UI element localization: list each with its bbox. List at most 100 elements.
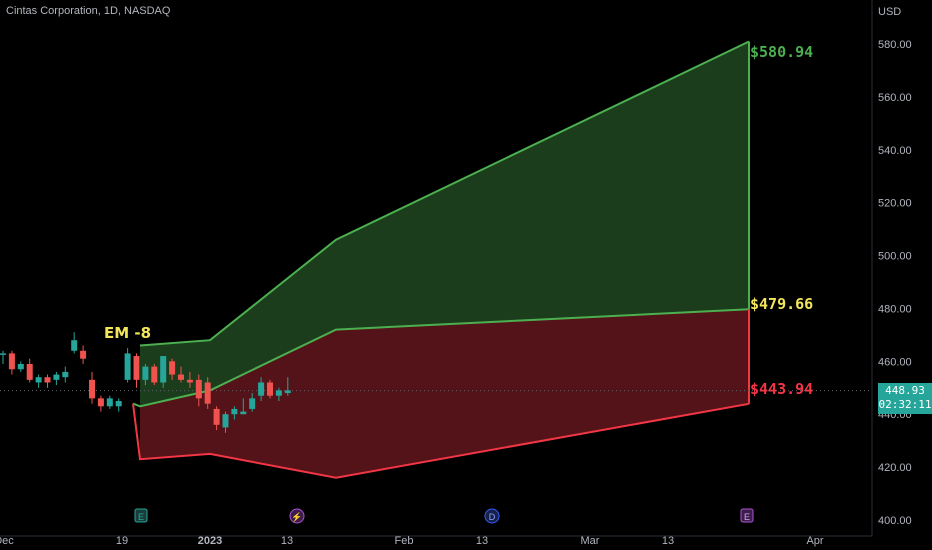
candle	[275, 387, 282, 401]
time-tick-label: Feb	[395, 535, 414, 547]
candle-body	[186, 379, 193, 383]
candle-body	[249, 398, 256, 409]
event-marker-label: D	[489, 512, 496, 522]
candle	[204, 377, 211, 409]
event-marker-label: ⚡	[291, 511, 302, 523]
time-tick-label: Mar	[581, 535, 600, 547]
event-markers: E ⚡ D E	[134, 508, 754, 524]
price-tick-label: 420.00	[878, 462, 912, 474]
lower-band-line	[132, 402, 750, 479]
candle-body	[97, 398, 104, 407]
candle	[240, 398, 247, 415]
candle	[213, 406, 220, 431]
candle-body	[89, 379, 95, 399]
candle	[71, 332, 78, 354]
candle-body	[178, 374, 184, 380]
candle	[0, 350, 6, 364]
candle-body	[204, 382, 211, 404]
candle	[267, 379, 273, 399]
candle-body	[62, 371, 69, 378]
upper-move-area	[140, 41, 749, 407]
price-tick-label: 580.00	[878, 39, 912, 51]
price-tick-label: 480.00	[878, 303, 912, 315]
candle-body	[124, 353, 131, 380]
candle-body	[284, 390, 291, 394]
candle	[115, 398, 122, 412]
candle	[97, 395, 104, 412]
time-tick-label: 19	[116, 535, 128, 547]
candle-body	[71, 340, 78, 351]
candle	[151, 363, 158, 386]
event-marker[interactable]: D	[484, 508, 500, 524]
candle-body	[142, 366, 149, 380]
last-price: 448.93	[885, 384, 925, 397]
event-marker-label: E	[744, 512, 750, 522]
candle	[8, 350, 15, 375]
event-marker-label: E	[138, 512, 144, 522]
price-tick-label: 540.00	[878, 145, 912, 157]
candle-body	[222, 414, 229, 428]
event-marker-box	[740, 508, 754, 523]
candle	[53, 371, 60, 386]
event-marker[interactable]: E	[740, 508, 754, 523]
candle-body	[160, 356, 167, 383]
candlesticks	[0, 332, 291, 433]
candle	[186, 371, 193, 388]
candle-body	[44, 377, 51, 383]
time-tick-label: 2023	[198, 535, 222, 547]
candle-body	[240, 411, 247, 415]
candle-body	[151, 366, 158, 383]
candle	[62, 366, 69, 383]
event-marker[interactable]: ⚡	[289, 508, 305, 524]
time-tick-label: 13	[662, 535, 674, 547]
price-tick-label: 500.00	[878, 251, 912, 263]
candle-body	[53, 374, 60, 380]
em-annotation: EM -8	[104, 324, 151, 342]
candle-body	[35, 377, 42, 383]
currency-label: USD	[878, 6, 901, 18]
time-axis[interactable]: Dec 19 2023 13 Feb 13 Mar 13 Apr	[0, 535, 872, 547]
candle-body	[258, 382, 265, 396]
candle-body	[275, 390, 282, 396]
candle	[89, 371, 95, 404]
time-tick-label: Dec	[0, 535, 14, 547]
time-tick-label: 13	[281, 535, 293, 547]
candle	[178, 366, 184, 383]
candle	[195, 374, 202, 407]
band-annotations: EM -8 $580.94 $479.66 $443.94	[104, 43, 813, 398]
candle	[284, 377, 291, 396]
candle	[35, 374, 42, 388]
time-tick-label: Apr	[806, 535, 823, 547]
upper-band-label: $580.94	[750, 43, 813, 61]
price-tick-label: 460.00	[878, 356, 912, 368]
middle-band-label: $479.66	[750, 295, 813, 313]
candle	[231, 406, 238, 420]
price-tick-label: 520.00	[878, 198, 912, 210]
candle	[26, 358, 33, 383]
upper-band-line	[139, 40, 750, 347]
candle-body	[213, 408, 220, 425]
candle	[249, 393, 256, 412]
candle-body	[106, 398, 113, 407]
candle-body	[115, 401, 122, 407]
event-marker-circle	[484, 508, 500, 524]
candle-body	[195, 379, 202, 399]
candle-body	[80, 350, 87, 359]
expected-move-bands	[0, 40, 872, 479]
candle	[169, 358, 176, 380]
candle-body	[0, 353, 6, 355]
candle	[222, 411, 229, 433]
candle-body	[267, 382, 273, 396]
bar-countdown: 02:32:11	[878, 398, 932, 411]
event-marker-box	[134, 508, 148, 523]
price-axis[interactable]: USD400.00420.00440.00460.00480.00500.005…	[871, 0, 912, 536]
candle	[106, 395, 113, 409]
price-tick-label: 400.00	[878, 515, 912, 527]
candle	[142, 363, 149, 386]
candle	[80, 345, 87, 364]
candle-body	[169, 361, 176, 375]
candle	[17, 361, 24, 372]
event-marker[interactable]: E	[134, 508, 148, 523]
candle	[44, 374, 51, 388]
